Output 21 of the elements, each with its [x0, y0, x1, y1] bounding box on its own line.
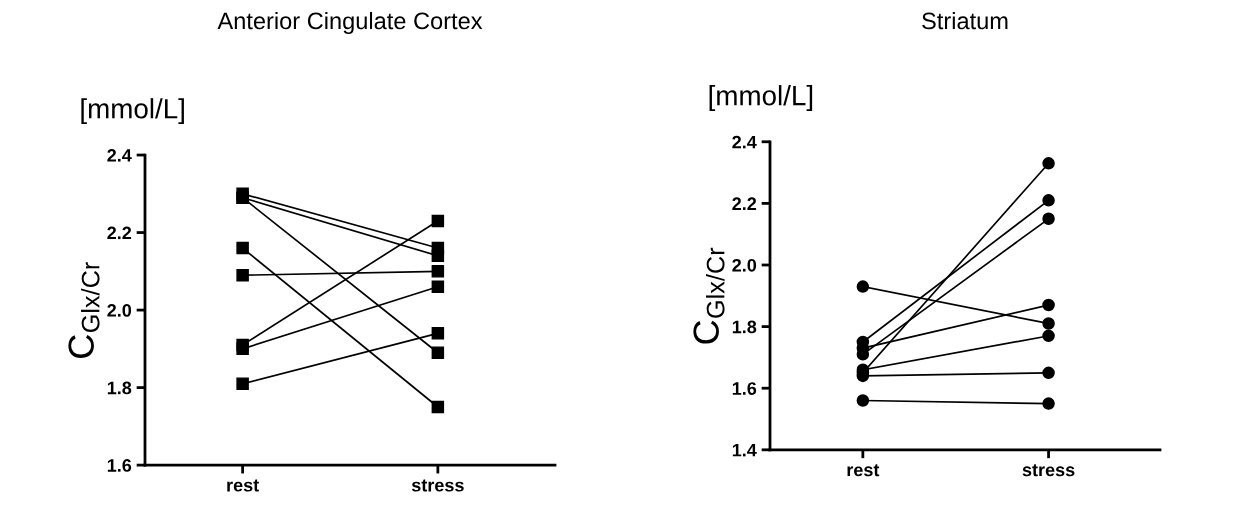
y-tick-label: 2.4 [107, 148, 132, 162]
text: [mmol/L] [81, 98, 184, 125]
chart-title: Striatum [922, 11, 1008, 30]
x-tick-label: rest [847, 464, 880, 477]
y-tick-label: 2.4 [732, 135, 757, 149]
y-tick-label: 2.0 [107, 304, 132, 317]
x-tick-label: stress [1022, 464, 1075, 477]
y-tick-label: 2.0 [732, 258, 757, 272]
chart-title: Anterior Cingulate Cortex [217, 11, 483, 34]
y-tick-label: 1.4 [732, 443, 757, 457]
y-tick-label: 1.8 [732, 320, 757, 334]
y-axis-title: C$_{Glx/Cr}$ [693, 247, 725, 344]
y-tick-label: 1.6 [107, 459, 132, 472]
y-tick-label: 1.8 [107, 381, 132, 395]
x-tick-label: rest [227, 479, 259, 492]
y-tick-label: 1.6 [732, 382, 757, 395]
y-tick-label: 2.2 [732, 197, 757, 210]
text: [mmol/L] [709, 85, 813, 111]
y-axis-title: C$_{Glx/Cr}$ [68, 262, 100, 358]
y-tick-label: 2.2 [107, 226, 132, 240]
x-tick-label: stress [411, 479, 464, 492]
